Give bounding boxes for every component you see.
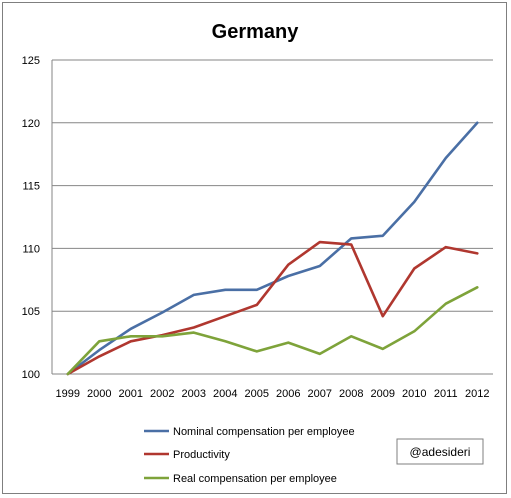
- y-tick-label: 115: [22, 181, 40, 193]
- series-line-2: [66, 240, 479, 376]
- y-tick-label: 110: [22, 243, 40, 255]
- y-tick-label: 125: [22, 55, 40, 67]
- y-tick-label: 105: [22, 306, 40, 318]
- x-tick-label: 2011: [434, 388, 458, 400]
- x-tick-label: 2006: [276, 388, 300, 400]
- legend-label: Nominal compensation per employee: [173, 426, 355, 438]
- series-line-3: [66, 285, 479, 376]
- line-chart: Germany 100 105 110 115 120 125 1999 2000 2001 2…: [22, 21, 493, 485]
- x-tick-label: 2002: [150, 388, 174, 400]
- x-tick-label: 2009: [371, 388, 395, 400]
- y-tick-label: 120: [22, 118, 40, 130]
- annotation-box: [396, 438, 484, 465]
- y-tick-label: 100: [22, 369, 40, 381]
- legend-label: Productivity: [173, 449, 230, 461]
- series-lines: [66, 121, 479, 376]
- legend: Nominal compensation per employee Product…: [144, 426, 355, 485]
- axes: [51, 60, 493, 375]
- y-axis-ticks: 100 105 110 115 120 125: [22, 55, 40, 381]
- x-tick-label: 2003: [182, 388, 206, 400]
- gridlines: [52, 59, 493, 312]
- annotation-text: @adesideri: [410, 445, 471, 459]
- x-axis-ticks: 1999 2000 2001 2002 2003 2004 2005 2006 2007 2008…: [56, 388, 490, 400]
- x-tick-label: 1999: [56, 388, 80, 400]
- x-tick-label: 2008: [339, 388, 363, 400]
- handle-annotation: @adesideri: [396, 438, 484, 465]
- x-tick-label: 2005: [245, 388, 269, 400]
- legend-label: Real compensation per employee: [173, 473, 337, 485]
- x-tick-label: 2007: [308, 388, 332, 400]
- x-tick-label: 2000: [87, 388, 111, 400]
- x-tick-label: 2004: [213, 388, 237, 400]
- x-tick-label: 2012: [465, 388, 489, 400]
- chart-frame: Germany 100 105 110 115 120 125 1999 2000 2001 2…: [2, 2, 507, 494]
- chart-title: Germany: [212, 21, 300, 43]
- x-tick-label: 2010: [402, 388, 426, 400]
- x-tick-label: 2001: [119, 388, 143, 400]
